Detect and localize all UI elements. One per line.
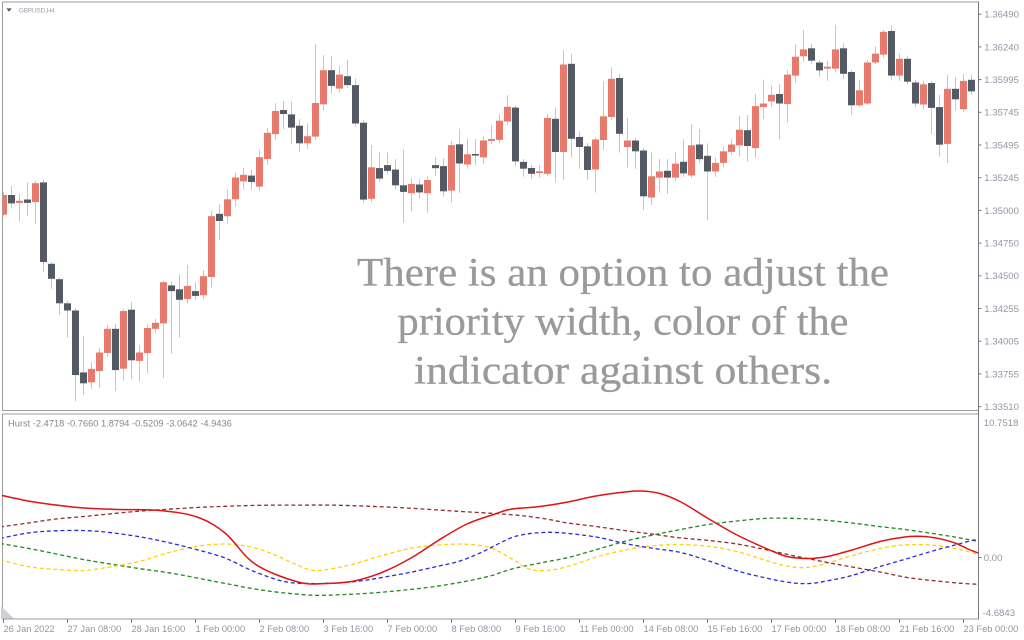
svg-text:9 Feb 16:00: 9 Feb 16:00	[516, 624, 566, 634]
svg-text:1 Feb 00:00: 1 Feb 00:00	[196, 624, 246, 634]
svg-text:7 Feb 00:00: 7 Feb 00:00	[388, 624, 438, 634]
svg-text:1.35745: 1.35745	[984, 108, 1019, 119]
svg-text:Hurst -2.4718 -0.7660 1.8794 -: Hurst -2.4718 -0.7660 1.8794 -0.5209 -3.…	[8, 419, 232, 429]
svg-text:1.34255: 1.34255	[984, 304, 1019, 315]
svg-text:1.35245: 1.35245	[984, 173, 1019, 184]
svg-text:1.36240: 1.36240	[984, 42, 1019, 53]
svg-text:1.34500: 1.34500	[984, 271, 1019, 282]
svg-text:3 Feb 16:00: 3 Feb 16:00	[324, 624, 374, 634]
svg-text:14 Feb 08:00: 14 Feb 08:00	[644, 624, 699, 634]
svg-text:0.00: 0.00	[984, 553, 1003, 564]
svg-text:27 Jan 08:00: 27 Jan 08:00	[68, 624, 122, 634]
svg-text:1.35495: 1.35495	[984, 140, 1019, 151]
svg-text:There is an option to adjust t: There is an option to adjust the	[357, 250, 889, 295]
svg-text:17 Feb 00:00: 17 Feb 00:00	[772, 624, 827, 634]
svg-text:1.34750: 1.34750	[984, 239, 1019, 250]
svg-text:1.34005: 1.34005	[984, 337, 1019, 348]
svg-text:priority width, color of the: priority width, color of the	[398, 299, 849, 344]
svg-text:1.36490: 1.36490	[984, 10, 1019, 21]
svg-text:18 Feb 08:00: 18 Feb 08:00	[836, 624, 891, 634]
svg-text:23 Feb 00:00: 23 Feb 00:00	[964, 624, 1019, 634]
svg-text:15 Feb 16:00: 15 Feb 16:00	[708, 624, 763, 634]
svg-text:26 Jan 2022: 26 Jan 2022	[4, 624, 55, 634]
svg-text:1.35000: 1.35000	[984, 206, 1019, 217]
svg-text:10.7518: 10.7518	[984, 418, 1019, 429]
svg-text:-4.6843: -4.6843	[983, 608, 1016, 619]
svg-text:8 Feb 08:00: 8 Feb 08:00	[452, 624, 502, 634]
svg-text:GBPUSD,H4: GBPUSD,H4	[19, 7, 55, 14]
svg-text:1.35995: 1.35995	[984, 75, 1019, 86]
svg-text:28 Jan 16:00: 28 Jan 16:00	[132, 624, 186, 634]
svg-text:11 Feb 00:00: 11 Feb 00:00	[580, 624, 634, 634]
svg-text:21 Feb 16:00: 21 Feb 16:00	[900, 624, 955, 634]
svg-text:indicator against others.: indicator against others.	[414, 348, 832, 393]
svg-text:2 Feb 08:00: 2 Feb 08:00	[260, 624, 310, 634]
svg-text:1.33510: 1.33510	[984, 402, 1019, 413]
svg-text:1.33755: 1.33755	[984, 369, 1019, 380]
